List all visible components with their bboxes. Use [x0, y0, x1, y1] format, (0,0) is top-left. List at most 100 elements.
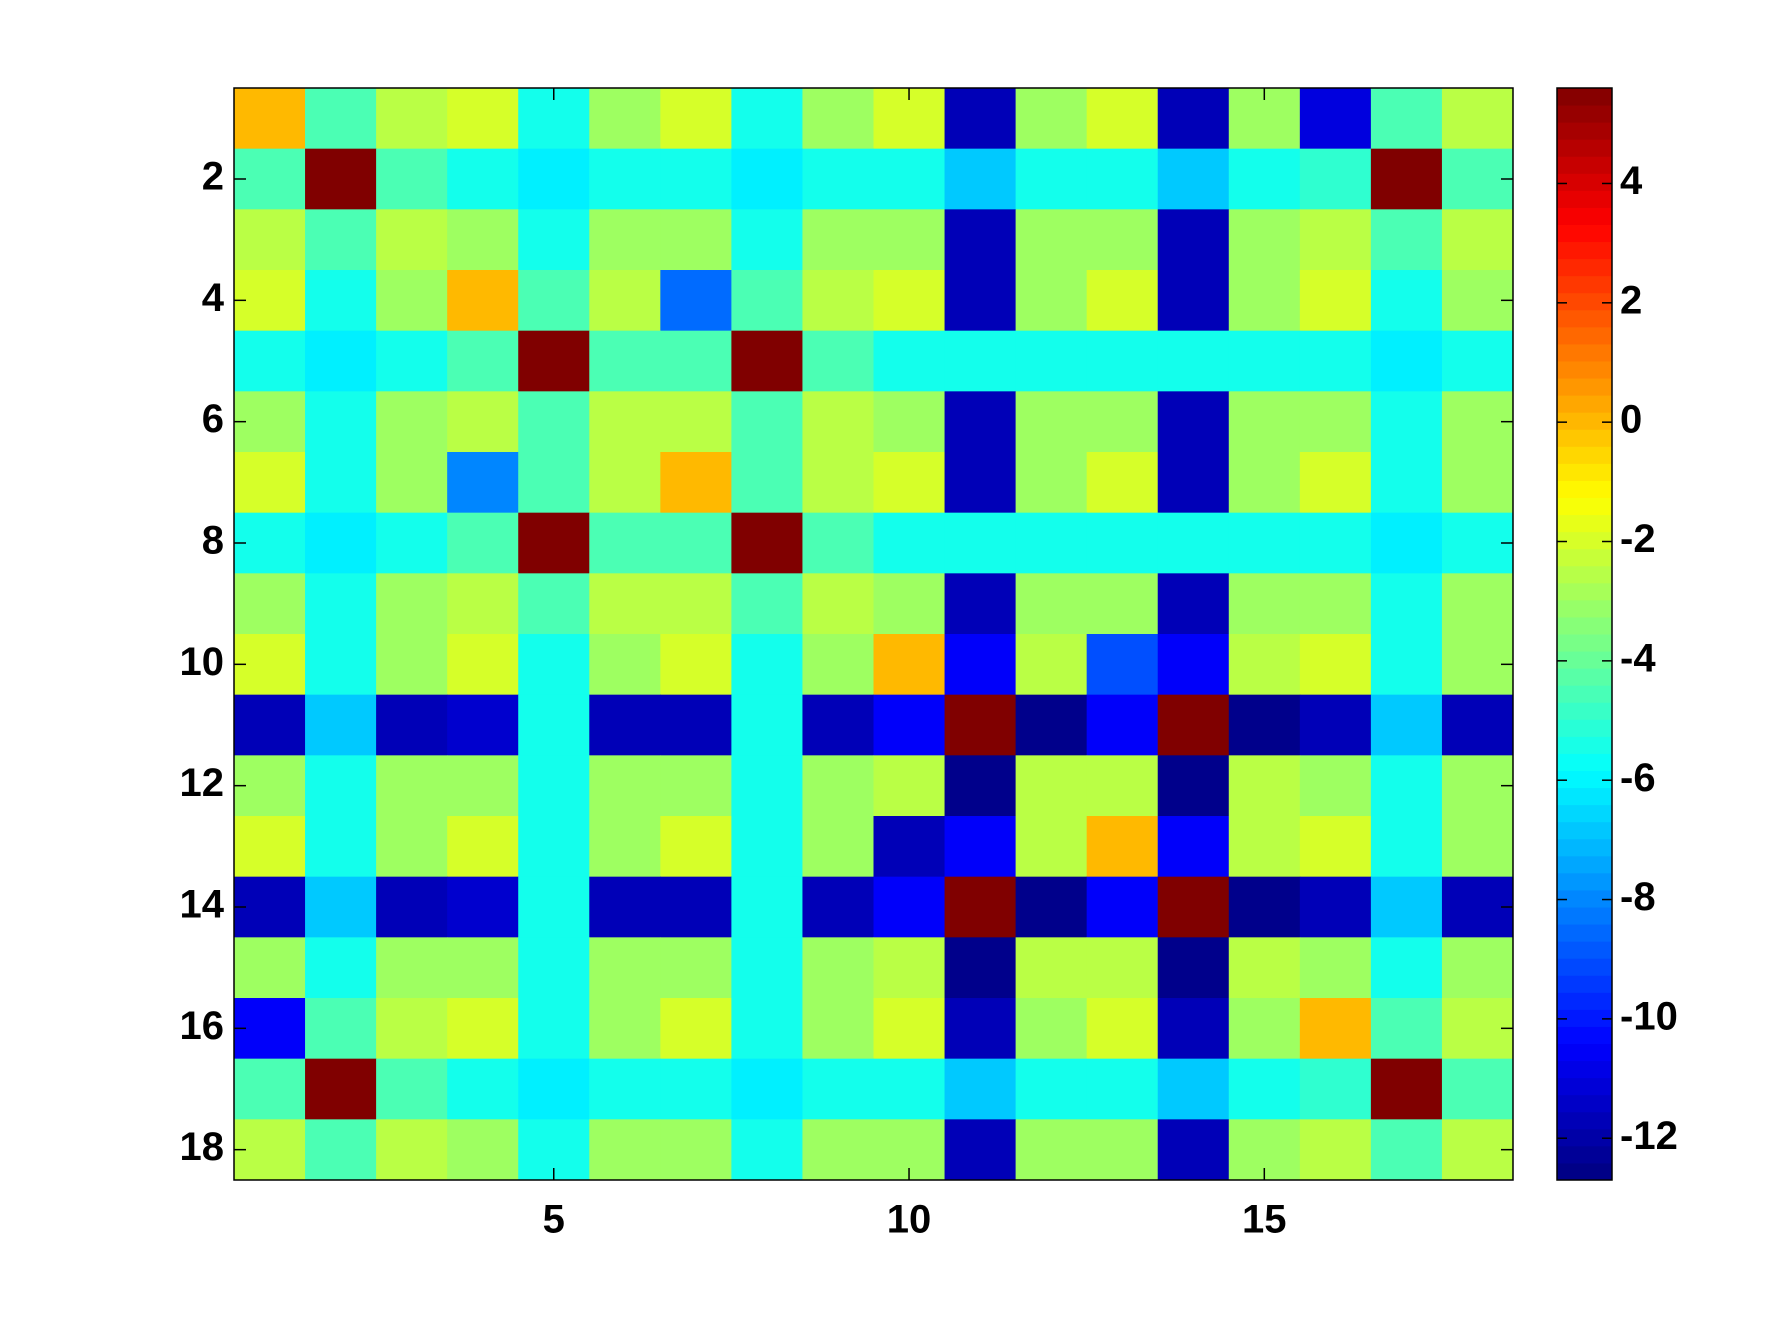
- heatmap-cell: [944, 876, 1017, 938]
- heatmap-cell: [944, 998, 1017, 1060]
- heatmap-cell: [1086, 634, 1159, 696]
- heatmap-cell: [234, 573, 306, 635]
- heatmap-cell: [660, 573, 732, 635]
- heatmap-cell: [376, 1058, 448, 1120]
- heatmap-cell: [1015, 573, 1088, 635]
- colorbar-step: [1557, 651, 1612, 669]
- heatmap-cell: [1228, 634, 1301, 696]
- colorbar-step: [1557, 668, 1612, 686]
- heatmap-cell: [1299, 998, 1372, 1060]
- heatmap-cell: [1441, 88, 1514, 150]
- heatmap-cell: [873, 755, 946, 817]
- heatmap-cell: [1228, 1058, 1301, 1120]
- heatmap-cell: [305, 270, 377, 332]
- colorbar-tick-label: -2: [1620, 517, 1656, 561]
- heatmap-cell: [1086, 209, 1159, 271]
- heatmap-cell: [1157, 270, 1230, 332]
- heatmap-cell: [305, 634, 377, 696]
- colorbar-step: [1557, 122, 1612, 140]
- heatmap-cell: [447, 148, 519, 210]
- heatmap-cell: [1086, 391, 1159, 453]
- heatmap-cell: [1299, 573, 1372, 635]
- heatmap-cell: [518, 330, 590, 392]
- heatmap-cell: [589, 391, 661, 453]
- y-tick-label: 8: [202, 519, 224, 563]
- heatmap-cell: [1228, 148, 1301, 210]
- heatmap-cell: [376, 876, 448, 938]
- colorbar-step: [1557, 105, 1612, 123]
- heatmap-cell: [731, 1119, 803, 1181]
- colorbar-step: [1557, 156, 1612, 174]
- heatmap-cell: [305, 330, 377, 392]
- heatmap-cell: [1299, 876, 1372, 938]
- heatmap-cell: [376, 573, 448, 635]
- heatmap-cell: [944, 512, 1017, 574]
- heatmap-cell: [376, 1119, 448, 1181]
- colorbar-step: [1557, 139, 1612, 157]
- colorbar-step: [1557, 1077, 1612, 1096]
- heatmap-cell: [1086, 512, 1159, 574]
- colorbar-step: [1557, 1026, 1612, 1044]
- heatmap-cell: [305, 755, 377, 817]
- heatmap-cell: [731, 148, 803, 210]
- heatmap-cell: [1157, 573, 1230, 635]
- heatmap-cell: [1370, 816, 1443, 878]
- y-tick-label: 16: [180, 1004, 225, 1048]
- heatmap-cell: [1157, 1058, 1230, 1120]
- heatmap-cell: [944, 209, 1017, 271]
- heatmap-cell: [1157, 391, 1230, 453]
- heatmap-cell: [1441, 330, 1514, 392]
- colorbar-step: [1557, 924, 1612, 942]
- heatmap-cell: [518, 937, 590, 999]
- colorbar-step: [1557, 241, 1612, 260]
- heatmap-cell: [589, 148, 661, 210]
- heatmap-cell: [1228, 998, 1301, 1060]
- colorbar-step: [1557, 1162, 1612, 1181]
- heatmap-cell: [731, 634, 803, 696]
- colorbar-step: [1557, 378, 1612, 396]
- colorbar-step: [1557, 480, 1612, 498]
- y-tick-label: 2: [202, 155, 224, 199]
- heatmap-cell: [1299, 1119, 1372, 1181]
- heatmap-cell: [518, 148, 590, 210]
- heatmap-cell: [660, 452, 732, 514]
- heatmap-cell: [873, 573, 946, 635]
- colorbar-step: [1557, 753, 1612, 771]
- heatmap-cell: [1441, 452, 1514, 514]
- heatmap-cell: [447, 573, 519, 635]
- heatmap-cell: [1086, 330, 1159, 392]
- heatmap-cell: [376, 694, 448, 756]
- heatmap-cell: [1086, 876, 1159, 938]
- heatmap-cell: [1157, 452, 1230, 514]
- heatmap-cell: [1157, 755, 1230, 817]
- colorbar-step: [1557, 907, 1612, 925]
- heatmap-cell: [1299, 755, 1372, 817]
- colorbar-step: [1557, 514, 1612, 533]
- heatmap-cell: [873, 998, 946, 1060]
- colorbar-step: [1557, 1060, 1612, 1079]
- heatmap-cell: [518, 512, 590, 574]
- heatmap-cell: [376, 270, 448, 332]
- heatmap-cell: [802, 937, 874, 999]
- heatmap-cell: [1015, 88, 1088, 150]
- colorbar-tick-label: 0: [1620, 398, 1642, 442]
- heatmap-cell: [376, 634, 448, 696]
- heatmap-cell: [660, 148, 732, 210]
- heatmap-cell: [518, 876, 590, 938]
- heatmap-cell: [305, 88, 377, 150]
- heatmap-cell: [660, 209, 732, 271]
- heatmap-cell: [518, 1058, 590, 1120]
- heatmap-cell: [305, 148, 377, 210]
- heatmap-cell: [802, 573, 874, 635]
- heatmap-cell: [376, 937, 448, 999]
- heatmap-cell: [447, 755, 519, 817]
- heatmap-cell: [1228, 209, 1301, 271]
- heatmap-cell: [518, 270, 590, 332]
- heatmap-cell: [589, 634, 661, 696]
- heatmap-cell: [305, 998, 377, 1060]
- heatmap-cell: [1228, 452, 1301, 514]
- heatmap-cell: [802, 148, 874, 210]
- heatmap-cell: [1015, 330, 1088, 392]
- colorbar-step: [1557, 292, 1612, 311]
- colorbar-step: [1557, 309, 1612, 328]
